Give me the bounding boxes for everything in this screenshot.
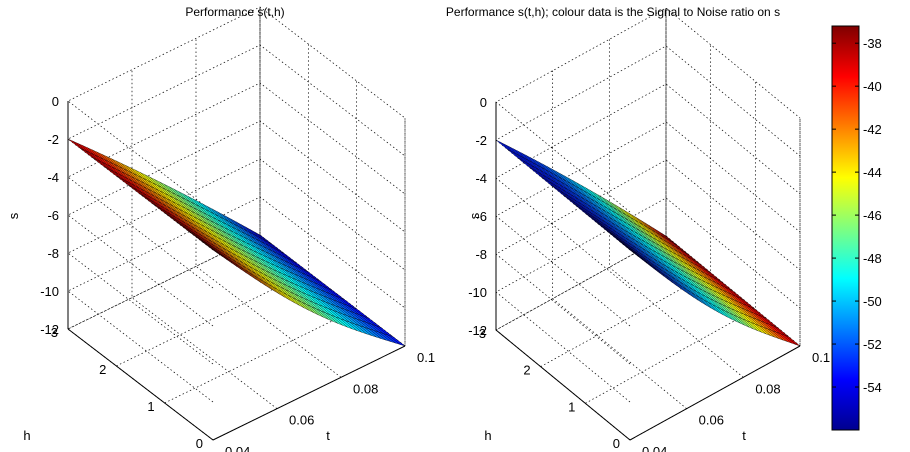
colorbar: -38 -40 -42 -44 -46 -48 -50 -52 -54: [831, 25, 882, 431]
gridline-z: [67, 120, 406, 327]
t-tick-label: 0.06: [699, 413, 724, 428]
gridline-t: [131, 69, 278, 409]
gridline-z: [67, 44, 406, 251]
s-tick-label: -6: [475, 209, 487, 224]
gridline-h: [540, 44, 712, 367]
surface: [495, 139, 801, 347]
s-tick-label: -4: [47, 170, 59, 185]
gridline-z: [495, 121, 801, 327]
axis-t: [629, 345, 801, 441]
s-tick-label: -6: [47, 208, 59, 223]
s-tick-label: -10: [468, 285, 487, 300]
colorbar-ticks: -38 -40 -42 -44 -46 -48 -50 -52 -54: [832, 36, 882, 395]
colorbar-gradient: [831, 25, 860, 431]
gridline-z: [67, 196, 406, 403]
gridline-t: [608, 39, 744, 378]
colorbar-tick-label: -54: [863, 380, 882, 395]
gridline-h: [495, 8, 667, 331]
gridline-z: [67, 82, 406, 289]
axis-h: [495, 329, 631, 441]
gridline-z: [495, 7, 801, 213]
gridline-z: [495, 45, 801, 251]
t-tick-label: 0.04: [225, 444, 250, 452]
colorbar-tick-label: -46: [863, 208, 882, 223]
s-tick-label: -4: [475, 171, 487, 186]
t-tick-label: 0.06: [289, 413, 314, 428]
colorbar-tick-label: -52: [863, 337, 882, 352]
s-tick-label: -12: [40, 322, 59, 337]
gridline-h: [116, 44, 309, 367]
t-tick-label: 0.08: [353, 381, 378, 396]
t-axis-label: t: [326, 428, 330, 443]
h-tick-label: 3: [51, 325, 58, 340]
gridline-h: [585, 81, 756, 404]
surface-patch: [200, 240, 218, 254]
h-tick-label: 3: [479, 326, 486, 341]
h-tick-label: 1: [147, 399, 154, 414]
h-tick-label: 1: [568, 399, 575, 414]
chart-left: Performance s(t,h) 0 -2 -4 -6 -8 -10 -12 0.04 0.…: [6, 5, 435, 452]
h-axis-label: h: [484, 428, 491, 443]
axes-box: [67, 6, 406, 441]
s-tick-label: 0: [52, 94, 59, 109]
z-axis-label: s: [6, 212, 21, 219]
colorbar-tick-label: -40: [863, 79, 882, 94]
gridline-z: [67, 6, 406, 213]
h-tick-label: 0: [196, 436, 203, 451]
surface-patch: [77, 143, 95, 156]
s-tick-label: -12: [468, 323, 487, 338]
s-tick-label: -2: [47, 132, 59, 147]
t-tick-label: 0.1: [417, 350, 435, 365]
h-axis-label: h: [23, 428, 30, 443]
t-tick-label: 0.1: [812, 350, 830, 365]
surface-patch: [495, 139, 512, 152]
h-tick-label: 2: [523, 363, 530, 378]
chart-right: Performance s(t,h); colour data is the S…: [446, 5, 882, 452]
t-tick-label: 0.04: [642, 444, 667, 452]
surface-patch: [72, 140, 90, 153]
gridline-t: [195, 38, 342, 378]
surface-patch: [67, 138, 85, 151]
gridline-z: [495, 235, 801, 441]
tick-labels: 0 -2 -4 -6 -8 -10 -12 0.04 0.06 0.08 0.1 0 1 2 3: [468, 95, 830, 452]
h-tick-label: 0: [613, 436, 620, 451]
surface: [67, 138, 406, 347]
colorbar-tick-label: -44: [863, 165, 882, 180]
colorbar-tick-label: -38: [863, 36, 882, 51]
h-tick-label: 2: [99, 362, 106, 377]
colorbar-tick-label: -48: [863, 251, 882, 266]
t-axis-label: t: [742, 428, 746, 443]
axis-h: [67, 328, 214, 441]
chart-title: Performance s(t,h): [185, 5, 284, 19]
axis-t: [212, 345, 406, 441]
colorbar-tick-label: -50: [863, 294, 882, 309]
chart-title: Performance s(t,h); colour data is the S…: [446, 5, 780, 19]
z-axis-label: s: [467, 212, 482, 219]
s-tick-label: 0: [480, 95, 487, 110]
tick-labels: 0 -2 -4 -6 -8 -10 -12 0.04 0.06 0.08 0.1 0 1 2 3: [40, 94, 435, 452]
s-tick-label: -2: [475, 133, 487, 148]
t-tick-label: 0.08: [755, 381, 780, 396]
axes-box: [495, 7, 801, 441]
surface-patch: [618, 240, 635, 254]
s-tick-label: -10: [40, 284, 59, 299]
colorbar-tick-label: -42: [863, 122, 882, 137]
gridline-z: [67, 234, 406, 441]
s-tick-label: -8: [475, 247, 487, 262]
s-tick-label: -8: [47, 246, 59, 261]
